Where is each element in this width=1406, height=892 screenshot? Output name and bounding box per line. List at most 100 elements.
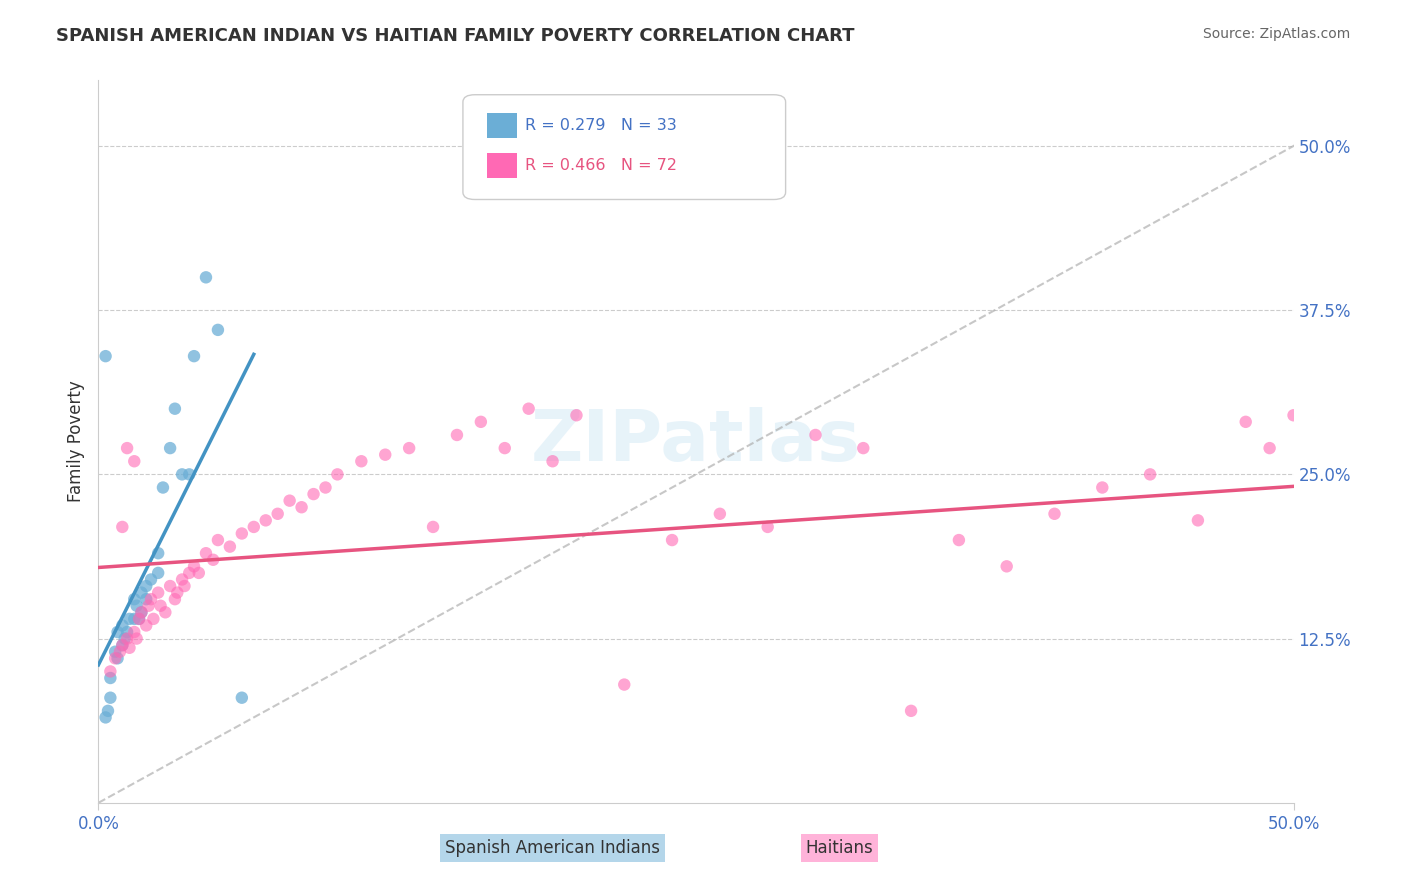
Point [278, 493, 301, 508]
Point [128, 612, 150, 626]
Point [995, 559, 1018, 574]
Point [124, 612, 146, 626]
Point [207, 533, 229, 547]
Point [111, 618, 134, 632]
Point [1306, 657, 1329, 672]
Point [1378, 454, 1400, 468]
Point [613, 677, 636, 691]
Point [709, 507, 731, 521]
Point [852, 441, 875, 455]
Point [470, 415, 492, 429]
Point [291, 500, 314, 515]
Point [1258, 441, 1281, 455]
Point [138, 599, 160, 613]
Point [125, 632, 148, 646]
Point [804, 428, 827, 442]
Point [172, 467, 194, 482]
Point [195, 270, 218, 285]
Point [107, 625, 129, 640]
Point [148, 566, 170, 580]
Point [756, 520, 779, 534]
Point [202, 553, 225, 567]
Point [1187, 513, 1209, 527]
Point [166, 585, 188, 599]
Point [231, 690, 253, 705]
Text: Source: ZipAtlas.com: Source: ZipAtlas.com [1202, 27, 1350, 41]
Point [111, 638, 134, 652]
Point [98, 671, 122, 685]
Point [326, 467, 349, 482]
Point [118, 640, 141, 655]
Point [135, 579, 157, 593]
Point [494, 441, 516, 455]
Point [114, 632, 136, 646]
Text: Haitians: Haitians [806, 839, 873, 857]
Point [135, 618, 157, 632]
Point [1091, 481, 1114, 495]
Point [254, 513, 277, 527]
Point [446, 428, 468, 442]
Point [661, 533, 683, 547]
Point [231, 526, 253, 541]
Point [243, 520, 266, 534]
Point [94, 349, 117, 363]
Point [128, 612, 150, 626]
Point [179, 566, 201, 580]
Point [118, 612, 141, 626]
Point [111, 638, 134, 652]
Point [1402, 599, 1406, 613]
Point [172, 573, 194, 587]
Point [104, 651, 127, 665]
Point [159, 441, 181, 455]
FancyBboxPatch shape [486, 112, 517, 138]
Point [267, 507, 290, 521]
Point [195, 546, 218, 560]
Text: ZIPatlas: ZIPatlas [531, 407, 860, 476]
Text: R = 0.279   N = 33: R = 0.279 N = 33 [524, 119, 676, 133]
Point [108, 645, 131, 659]
Point [104, 645, 127, 659]
Point [124, 625, 146, 640]
Point [350, 454, 373, 468]
Point [139, 573, 162, 587]
Point [139, 592, 162, 607]
Point [142, 612, 165, 626]
Point [900, 704, 922, 718]
Point [219, 540, 242, 554]
Point [98, 690, 122, 705]
Point [115, 632, 138, 646]
Point [152, 481, 174, 495]
Point [131, 605, 153, 619]
Point [98, 665, 122, 679]
Point [148, 585, 170, 599]
Point [163, 401, 186, 416]
Point [183, 349, 205, 363]
Point [94, 710, 117, 724]
Point [1043, 507, 1066, 521]
Point [179, 467, 201, 482]
Point [173, 579, 195, 593]
Point [374, 448, 396, 462]
Point [948, 533, 970, 547]
Point [107, 651, 129, 665]
Point [111, 520, 134, 534]
Point [1282, 409, 1305, 423]
Point [1354, 467, 1376, 482]
FancyBboxPatch shape [486, 153, 517, 178]
Point [315, 481, 337, 495]
Point [155, 605, 177, 619]
Point [97, 704, 120, 718]
Point [149, 599, 172, 613]
Point [422, 520, 444, 534]
Text: R = 0.466   N = 72: R = 0.466 N = 72 [524, 158, 678, 173]
Point [131, 585, 153, 599]
Point [115, 625, 138, 640]
Point [163, 592, 186, 607]
Y-axis label: Family Poverty: Family Poverty [66, 381, 84, 502]
Point [517, 401, 540, 416]
Point [125, 599, 148, 613]
Point [148, 546, 170, 560]
FancyBboxPatch shape [463, 95, 786, 200]
Text: SPANISH AMERICAN INDIAN VS HAITIAN FAMILY POVERTY CORRELATION CHART: SPANISH AMERICAN INDIAN VS HAITIAN FAMIL… [56, 27, 855, 45]
Point [1139, 467, 1161, 482]
